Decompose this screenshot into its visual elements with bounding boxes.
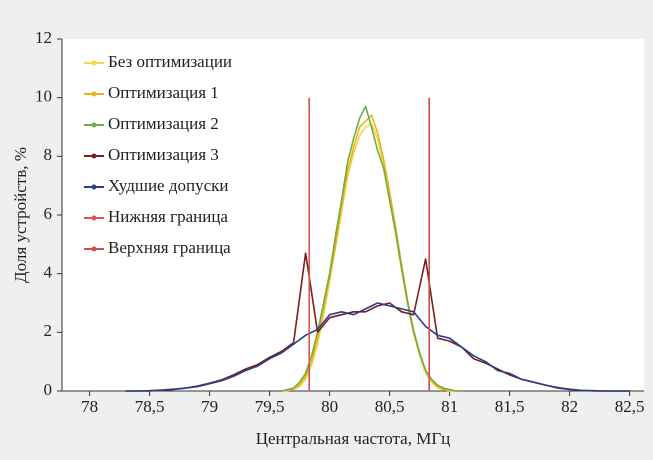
x-tick-label: 81 — [441, 397, 458, 416]
legend-label: Оптимизация 3 — [108, 145, 219, 164]
x-tick-label: 78,5 — [135, 397, 165, 416]
legend-label: Верхняя граница — [108, 238, 231, 257]
y-tick-label: 10 — [35, 87, 52, 106]
legend-marker — [91, 91, 97, 97]
plot-area — [62, 39, 644, 391]
legend-label: Нижняя граница — [108, 207, 228, 226]
legend-label: Худшие допуски — [108, 176, 229, 195]
y-tick-label: 6 — [44, 204, 53, 223]
y-tick-label: 8 — [44, 145, 53, 164]
x-tick-label: 80,5 — [375, 397, 405, 416]
x-tick-label: 78 — [81, 397, 98, 416]
series-line — [281, 123, 462, 392]
legend-marker — [91, 60, 97, 66]
x-tick-label: 80 — [321, 397, 338, 416]
legend-label: Оптимизация 1 — [108, 83, 219, 102]
legend-label: Оптимизация 2 — [108, 114, 219, 133]
x-tick-label: 79,5 — [255, 397, 285, 416]
series-line — [281, 114, 462, 392]
y-tick-label: 12 — [35, 28, 52, 47]
x-tick-label: 79 — [201, 397, 218, 416]
legend-marker — [91, 184, 97, 190]
series-line — [281, 105, 462, 392]
series-line — [125, 302, 630, 392]
x-tick-label: 81,5 — [495, 397, 525, 416]
x-tick-label: 82,5 — [615, 397, 645, 416]
legend-marker — [91, 246, 97, 252]
legend-marker — [91, 215, 97, 221]
x-tick-label: 82 — [561, 397, 578, 416]
y-tick-label: 0 — [44, 380, 53, 399]
legend-label: Без оптимизации — [108, 52, 232, 71]
legend-marker — [91, 122, 97, 128]
y-tick-label: 4 — [44, 263, 53, 282]
legend-marker — [91, 153, 97, 159]
y-tick-label: 2 — [44, 321, 53, 340]
y-axis-label: Доля устройств, % — [11, 147, 30, 283]
x-axis-label: Центральная частота, МГц — [256, 429, 451, 448]
